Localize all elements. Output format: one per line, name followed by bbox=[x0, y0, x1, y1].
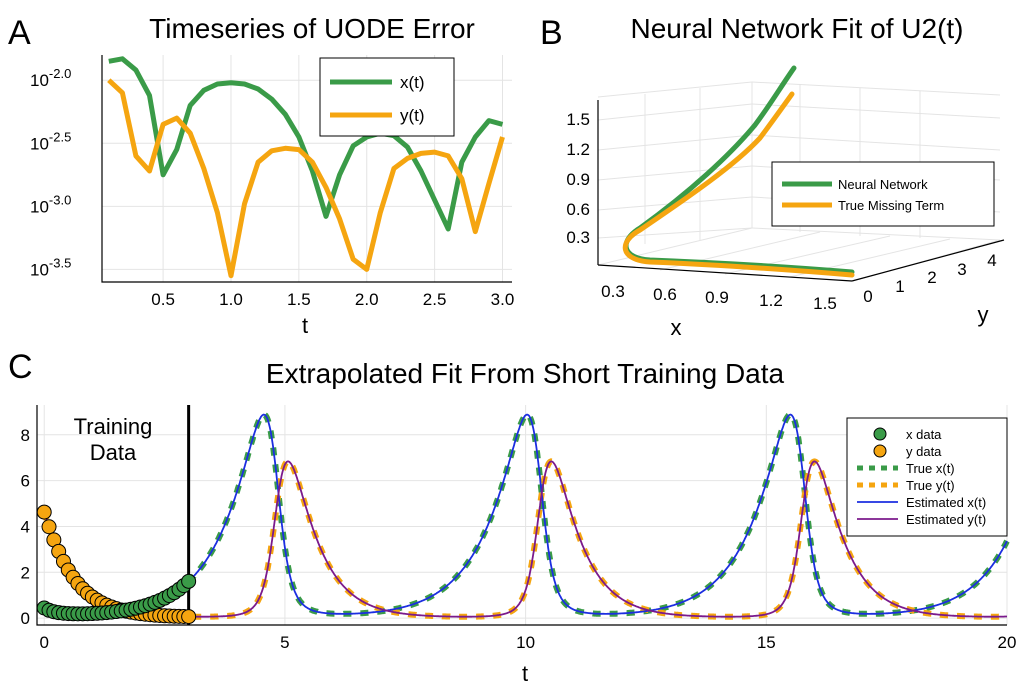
panel-b-y-axis bbox=[851, 239, 1005, 282]
panel-c-legend-ydata-label: y data bbox=[906, 444, 942, 459]
panel-a-grid bbox=[102, 55, 512, 282]
panel-b-legend-nn-label: Neural Network bbox=[838, 177, 928, 192]
panel-a-series bbox=[107, 56, 505, 279]
panel-c-x-ticks: 0 5 10 15 20 bbox=[39, 633, 1016, 652]
panel-a-legend: x(t) y(t) bbox=[319, 57, 455, 137]
panel-c-legend-xdata-swatch bbox=[873, 427, 887, 441]
panel-b-y-tick: 2 bbox=[927, 268, 936, 287]
panel-c-y-tick: 6 bbox=[21, 472, 30, 491]
panel-b-x-tick: 0.6 bbox=[653, 285, 677, 304]
panel-a-x-tick: 1.0 bbox=[219, 290, 243, 309]
panel-b-y-ticks: 0 1 2 3 4 bbox=[863, 251, 996, 306]
panel-b-series bbox=[622, 65, 855, 278]
panel-c-grid bbox=[37, 405, 1008, 625]
panel-c-estimated-x-line bbox=[43, 413, 1008, 615]
panel-c-y-data-marker bbox=[36, 504, 52, 520]
panel-c-x-tick: 5 bbox=[280, 633, 289, 652]
panel-b-z-tick: 1.2 bbox=[566, 140, 590, 159]
panel-c-legend-estx-label: Estimated x(t) bbox=[906, 495, 986, 510]
panel-b-letter: B bbox=[540, 14, 563, 52]
panel-c-x-tick: 15 bbox=[757, 633, 776, 652]
panel-a-y-ticks: 10-2.0 10-2.5 10-3.0 10-3.5 bbox=[30, 66, 71, 279]
panel-c-x-data-marker bbox=[181, 573, 197, 589]
panel-b-z-tick: 0.6 bbox=[566, 200, 590, 219]
panel-a-x-tick: 3.0 bbox=[491, 290, 515, 309]
panel-a-x-tick: 0.5 bbox=[151, 290, 175, 309]
panel-c-annotation-line2: Data bbox=[90, 440, 137, 465]
panel-a-y-series-line bbox=[107, 78, 505, 279]
panel-c-legend: x data y data True x(t) True y(t) Estima… bbox=[846, 417, 1008, 537]
panel-c-title: Extrapolated Fit From Short Training Dat… bbox=[266, 358, 785, 389]
panel-b-x-tick: 1.5 bbox=[813, 294, 837, 313]
panel-a: A Timeseries of UODE Error 0.5 1.0 1.5 2.0 2… bbox=[8, 13, 514, 338]
panel-a-legend-box bbox=[319, 57, 455, 137]
panel-a-legend-y-label: y(t) bbox=[400, 106, 425, 125]
panel-c-y-tick: 4 bbox=[21, 517, 30, 536]
panel-c-y-tick: 8 bbox=[21, 426, 30, 445]
panel-b-y-tick: 1 bbox=[895, 277, 904, 296]
panel-a-title: Timeseries of UODE Error bbox=[149, 13, 475, 44]
panel-c-x-tick: 20 bbox=[998, 633, 1017, 652]
panel-a-x-tick: 2.0 bbox=[355, 290, 379, 309]
panel-b-title: Neural Network Fit of U2(t) bbox=[631, 13, 964, 44]
panel-a-y-tick: 10-2.5 bbox=[30, 129, 71, 153]
panel-c-x-tick: 10 bbox=[516, 633, 535, 652]
panel-c-annotation-line1: Training bbox=[74, 414, 153, 439]
panel-a-x-tick: 1.5 bbox=[287, 290, 311, 309]
panel-c-legend-truex-label: True x(t) bbox=[906, 461, 955, 476]
panel-b-legend: Neural Network True Missing Term bbox=[771, 161, 995, 227]
panel-c-estimated-y-line bbox=[43, 460, 1007, 618]
panel-c-legend-box bbox=[846, 417, 1008, 537]
panel-c-x-label: t bbox=[522, 661, 528, 686]
panel-a-y-tick: 10-2.0 bbox=[30, 66, 71, 90]
panel-b-x-label: x bbox=[671, 315, 682, 340]
panel-c: C Extrapolated Fit From Short Training D… bbox=[8, 348, 1016, 686]
panel-a-axes bbox=[101, 55, 512, 283]
panel-b-y-tick: 0 bbox=[863, 287, 872, 306]
panel-a-x-tick: 2.5 bbox=[423, 290, 447, 309]
panel-b-x-tick: 0.9 bbox=[705, 288, 729, 307]
panel-c-legend-esty-label: Estimated y(t) bbox=[906, 512, 986, 527]
panel-c-y-tick: 2 bbox=[21, 563, 30, 582]
panel-b-z-tick: 0.3 bbox=[566, 228, 590, 247]
panel-c-legend-truey-label: True y(t) bbox=[906, 478, 955, 493]
panel-c-axis-lines bbox=[36, 405, 1007, 626]
panel-a-y-tick: 10-3.0 bbox=[30, 192, 71, 216]
panel-a-x-label: t bbox=[302, 313, 308, 338]
panel-b-x-tick: 0.3 bbox=[601, 282, 625, 301]
panel-a-letter: A bbox=[8, 14, 31, 52]
panel-b-legend-box bbox=[771, 161, 995, 227]
panel-c-y-data-marker bbox=[41, 519, 57, 535]
panel-b-x-tick: 1.2 bbox=[759, 291, 783, 310]
panel-a-legend-x-label: x(t) bbox=[400, 73, 425, 92]
panel-b-z-tick: 0.9 bbox=[566, 170, 590, 189]
panel-b-z-tick: 1.5 bbox=[566, 110, 590, 129]
panel-a-y-tick: 10-3.5 bbox=[30, 255, 71, 279]
panel-b-z-ticks: 1.5 1.2 0.9 0.6 0.3 bbox=[566, 110, 590, 247]
panel-a-axis-lines bbox=[101, 55, 512, 283]
panel-c-y-data-marker bbox=[181, 609, 197, 625]
panel-c-letter: C bbox=[8, 348, 33, 386]
panel-b-x-ticks: 0.3 0.6 0.9 1.2 1.5 bbox=[601, 282, 837, 313]
panel-c-training-markers bbox=[36, 504, 197, 625]
panel-b-y-tick: 3 bbox=[957, 260, 966, 279]
panel-a-x-ticks: 0.5 1.0 1.5 2.0 2.5 3.0 bbox=[151, 290, 514, 309]
panel-b-y-label: y bbox=[978, 302, 989, 327]
panel-b-x-axis bbox=[597, 264, 853, 282]
panel-c-x-tick: 0 bbox=[39, 633, 48, 652]
panel-b-true-term-line bbox=[622, 91, 855, 278]
panel-b: B Neural Network Fit of U2(t) bbox=[540, 13, 1005, 340]
panel-c-legend-ydata-swatch bbox=[873, 444, 887, 458]
panel-c-y-tick: 0 bbox=[21, 609, 30, 628]
panel-c-y-ticks: 0 2 4 6 8 bbox=[21, 426, 30, 628]
panel-b-y-tick: 4 bbox=[987, 251, 996, 270]
panel-b-legend-true-label: True Missing Term bbox=[838, 198, 944, 213]
panel-c-series bbox=[41, 411, 1010, 620]
panel-c-legend-xdata-label: x data bbox=[906, 427, 942, 442]
